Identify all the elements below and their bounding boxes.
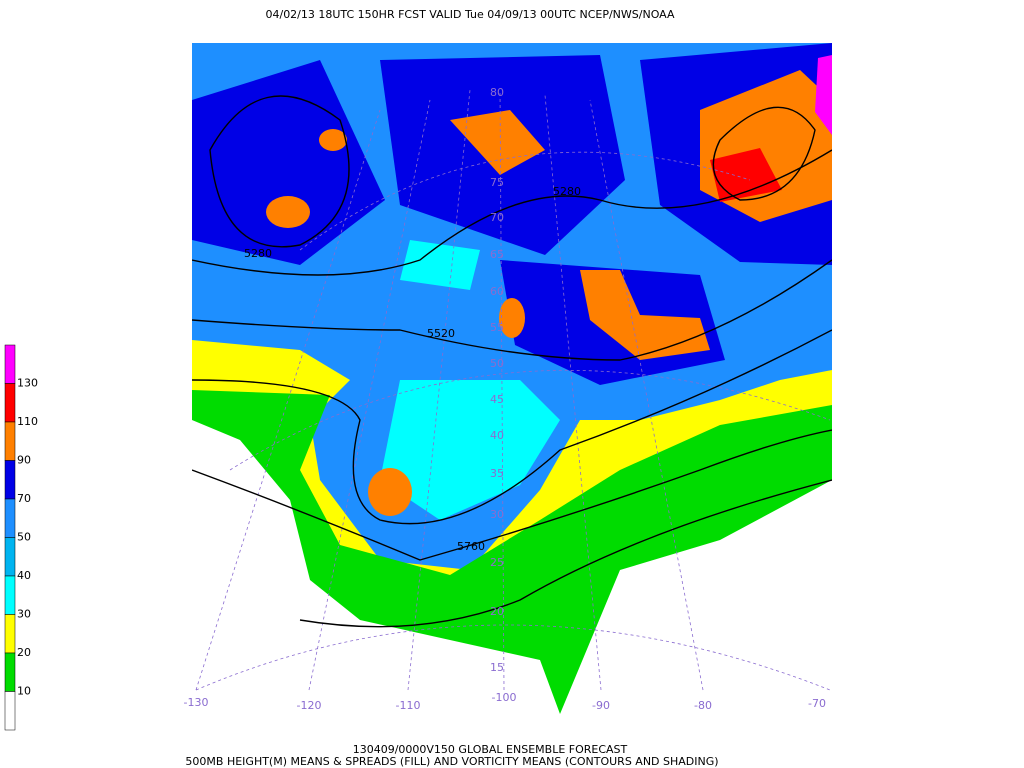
latitude-label: 30: [490, 508, 504, 521]
footer-line: 130409/0000V150 GLOBAL ENSEMBLE FORECAST: [353, 743, 628, 756]
color-bar-segment: [4, 614, 16, 654]
longitude-label: -100: [492, 691, 517, 704]
color-bar-segment: [4, 691, 16, 731]
latitude-label: 80: [490, 86, 504, 99]
contour-label: 5280: [244, 247, 272, 260]
color-bar-label: 50: [17, 531, 31, 544]
spread-fill: [319, 129, 347, 151]
color-bar-label: 70: [17, 492, 31, 505]
latitude-label: 40: [490, 429, 504, 442]
latitude-label: 60: [490, 285, 504, 298]
contour: [209, 95, 350, 248]
spread-fill: [266, 196, 310, 228]
map-labels: -130 -120 -110 -100 -90 -80 -70 80 75 70 65 60 55 50 4…: [184, 86, 826, 712]
color-bar: 130 110 90 70 50 40 30 20 10: [4, 344, 38, 731]
contour: [192, 259, 832, 361]
contour-label: 5760: [457, 540, 485, 553]
longitude-label: -120: [297, 699, 322, 712]
color-bar-label: 40: [17, 569, 31, 582]
color-bar-label: 90: [17, 454, 31, 467]
map: [192, 43, 832, 714]
spread-fill: [400, 240, 480, 290]
footer-line: 500MB HEIGHT(M) MEANS & SPREADS (FILL) A…: [185, 755, 718, 768]
spread-fill: [580, 270, 710, 360]
color-bar-segment: [4, 344, 16, 384]
latitude-label: 55: [490, 321, 504, 334]
latitude-label: 75: [490, 176, 504, 189]
spread-fill: [192, 420, 560, 714]
latitude-label: 50: [490, 357, 504, 370]
contour: [712, 106, 816, 201]
latitude-label: 20: [490, 605, 504, 618]
graticule: [195, 151, 831, 691]
color-bar-segment: [4, 421, 16, 461]
longitude-label: -70: [808, 697, 826, 710]
latitude-label: 15: [490, 661, 504, 674]
spread-fill: [560, 480, 832, 714]
longitude-label: -90: [592, 699, 610, 712]
color-bar-segment: [4, 498, 16, 538]
spread-fill: [815, 55, 832, 135]
graticule: [195, 89, 704, 691]
contour: [299, 479, 832, 628]
latitude-label: 25: [490, 556, 504, 569]
contour: [192, 329, 832, 525]
latitude-label: 45: [490, 393, 504, 406]
latitude-label: 70: [490, 211, 504, 224]
color-bar-label: 30: [17, 608, 31, 621]
longitude-label: -110: [396, 699, 421, 712]
color-bar-segment: [4, 537, 16, 577]
color-bar-segment: [4, 652, 16, 692]
spread-fill: [499, 298, 525, 338]
spread-fill: [710, 148, 782, 202]
longitude-label: -80: [694, 699, 712, 712]
color-bar-label: 20: [17, 646, 31, 659]
color-bar-segment: [4, 383, 16, 423]
contour-label: 5520: [427, 327, 455, 340]
color-bar-segment: [4, 575, 16, 615]
contour-label: 5280: [553, 185, 581, 198]
color-bar-label: 110: [17, 415, 38, 428]
contour: [192, 149, 832, 276]
title: 04/02/13 18UTC 150HR FCST VALID Tue 04/0…: [265, 8, 675, 21]
map-fill: [192, 43, 832, 714]
contour: [192, 429, 832, 561]
longitude-label: -130: [184, 696, 209, 709]
color-bar-label: 130: [17, 377, 38, 390]
color-bar-segment: [4, 460, 16, 500]
spread-fill: [450, 110, 545, 175]
latitude-label: 65: [490, 248, 504, 261]
latitude-label: 35: [490, 467, 504, 480]
color-bar-label: 10: [17, 685, 31, 698]
spread-fill: [368, 468, 412, 516]
